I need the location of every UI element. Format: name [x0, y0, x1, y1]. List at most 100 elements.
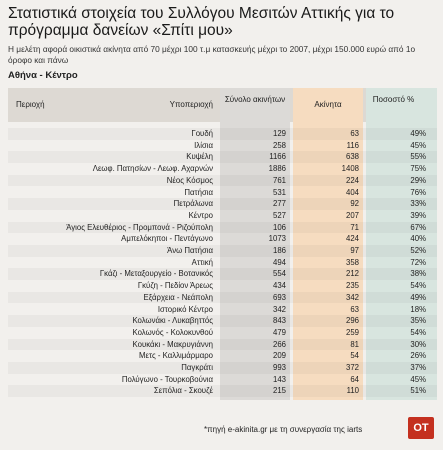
table-row: Ιστορικό Κέντρο 342 63 18% [8, 304, 437, 316]
table-row: Πατήσια 531 404 76% [8, 187, 437, 199]
column-header: Ποσοστό % [372, 95, 415, 104]
cell: 186 [272, 246, 286, 255]
cell: Κέντρο [188, 210, 213, 220]
cell: 212 [345, 269, 359, 279]
cell: 75% [410, 164, 426, 174]
table-row: Γκύζη - Πεδίον Άρεως 434 235 54% [8, 280, 437, 292]
cell: 81 [350, 339, 359, 349]
table-row: Πετράλωνα 277 92 33% [8, 198, 437, 210]
cell: 638 [345, 152, 359, 162]
cell: 40% [410, 234, 426, 244]
cell: 45% [410, 140, 426, 150]
table-row: Ιλίσια 258 116 45% [8, 140, 437, 152]
cell: 209 [272, 351, 286, 361]
cell: 97 [350, 246, 359, 255]
column-header: Σύνολο ακινήτων [224, 95, 286, 104]
cell: Γκάζι - Μεταξουργείο - Βοτανικός [99, 269, 213, 279]
cell: 1408 [341, 164, 359, 174]
cell: 993 [272, 363, 286, 372]
table-row: Κολωνός - Κολοκυνθού 479 259 54% [8, 327, 437, 339]
cell: 67% [410, 222, 426, 232]
cell: 64 [350, 374, 359, 384]
table-row: Γκάζι - Μεταξουργείο - Βοτανικός 554 212 38… [8, 268, 437, 280]
cell: 434 [272, 281, 286, 291]
cell: Παγκράτι [181, 363, 213, 372]
table: Περιοχή Υποπεριοχή Σύνολο ακινήτων Ακίνητα Π… [8, 88, 437, 400]
cell: Πολύγωνο - Τουρκοβούνια [121, 374, 213, 384]
table-row: Εξάρχεια - Νεάπολη 693 342 49% [8, 292, 437, 304]
table-row: Μετς - Καλλιμάρμαρο 209 54 26% [8, 350, 437, 362]
column-header: Υποπεριοχή [169, 100, 213, 109]
column-bg [220, 88, 290, 400]
cell: 54% [410, 281, 426, 291]
cell: Κουκάκι - Μακρυγιάννη [132, 339, 213, 349]
cell: 38% [410, 269, 426, 279]
column-bg [366, 88, 437, 400]
table-row: Πολύγωνο - Τουρκοβούνια 143 64 45% [8, 374, 437, 386]
cell: 92 [350, 199, 359, 209]
table-row: Κουκάκι - Μακρυγιάννη 266 81 30% [8, 339, 437, 351]
cell: 1073 [268, 234, 286, 244]
cell: 106 [272, 222, 286, 232]
cell: Πατήσια [184, 187, 213, 197]
cell: 51% [410, 386, 426, 396]
table-row: Νέος Κόσμος 761 224 29% [8, 175, 437, 187]
table-row: Άνω Πατήσια 186 97 52% [8, 245, 437, 257]
cell: 761 [272, 175, 286, 185]
cell: Κολωνός - Κολοκυνθού [132, 327, 214, 337]
cell: 224 [345, 175, 359, 185]
table-row: Γουδή 129 63 49% [8, 128, 437, 140]
cell: 527 [272, 210, 286, 220]
logo: OT [408, 417, 434, 439]
cell: 479 [272, 327, 286, 337]
cell: Κολωνάκι - Λυκαβηττός [132, 316, 213, 326]
cell: 531 [272, 187, 286, 197]
cell: 39% [410, 210, 426, 220]
cell: 1166 [269, 152, 286, 162]
cell: 494 [272, 257, 286, 267]
cell: 63 [350, 129, 359, 138]
cell: 49% [410, 292, 426, 302]
cell: 143 [272, 374, 286, 384]
cell: Λεωφ. Πατησίων - Λεωφ. Αχαρνών [92, 164, 213, 174]
table-row: Παγκράτι 993 372 37% [8, 362, 437, 374]
cell: 1886 [268, 164, 286, 174]
cell: 33% [410, 199, 426, 209]
cell: Αττική [191, 257, 213, 267]
table-row: Αττική 494 358 72% [8, 257, 437, 269]
cell: 342 [345, 292, 359, 302]
cell: 277 [272, 199, 286, 209]
cell: 37% [410, 363, 426, 372]
cell: Άγιος Ελευθέριος - Προμπονά - Ριζούπολη [66, 222, 213, 232]
cell: 358 [345, 257, 359, 267]
subtitle: Η μελέτη αφορά οικιστικά ακίνητα από 70 … [8, 44, 416, 65]
cell: 54 [350, 351, 359, 361]
cell: Σεπόλια - Σκουζέ [153, 386, 213, 396]
cell: 54% [410, 327, 426, 337]
table-row: Σεπόλια - Σκουζέ 215 110 51% [8, 385, 437, 397]
cell: Γκύζη - Πεδίον Άρεως [137, 281, 213, 291]
cell: 693 [272, 292, 286, 302]
cell: 215 [272, 386, 286, 396]
cell: 110 [346, 386, 359, 396]
cell: 29% [410, 175, 426, 185]
cell: 342 [272, 304, 286, 314]
cell: Πετράλωνα [173, 199, 213, 209]
cell: 116 [346, 140, 359, 150]
cell: 258 [272, 140, 286, 150]
cell: 30% [410, 339, 426, 349]
cell: Εξάρχεια - Νεάπολη [143, 292, 213, 302]
table-row: Λεωφ. Πατησίων - Λεωφ. Αχαρνών 1886 1408 75… [8, 163, 437, 175]
source: *πηγή e-akinita.gr με τη συνεργασία της … [204, 425, 363, 434]
column-header: Περιοχή [16, 100, 45, 109]
cell: Νέος Κόσμος [166, 175, 213, 185]
cell: 259 [345, 327, 359, 337]
cell: Γουδή [191, 129, 213, 138]
cell: 235 [345, 281, 359, 291]
cell: Ιστορικό Κέντρο [157, 304, 213, 314]
cell: 424 [345, 234, 359, 244]
cell: 45% [410, 374, 426, 384]
cell: 26% [410, 351, 426, 361]
cell: 372 [345, 363, 359, 372]
